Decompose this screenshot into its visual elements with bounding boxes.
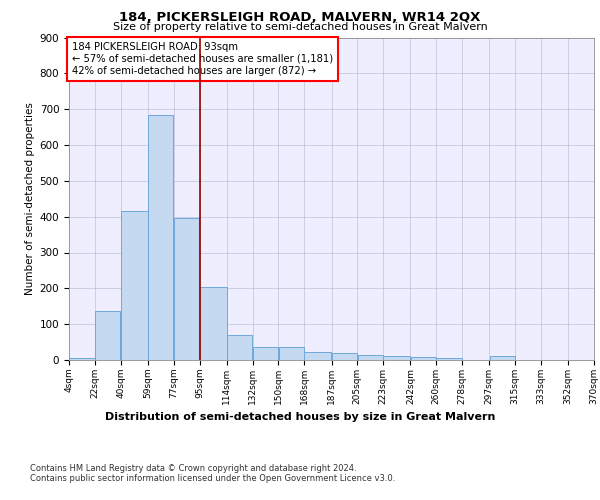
Bar	[490, 356, 515, 360]
Text: Size of property relative to semi-detached houses in Great Malvern: Size of property relative to semi-detach…	[113, 22, 487, 32]
Bar	[95, 310, 121, 360]
Bar	[383, 356, 410, 360]
Bar	[69, 358, 95, 360]
Bar	[148, 114, 173, 360]
Bar	[200, 286, 227, 360]
Text: Contains public sector information licensed under the Open Government Licence v3: Contains public sector information licen…	[30, 474, 395, 483]
Bar	[253, 346, 278, 360]
Bar	[121, 212, 148, 360]
Text: Distribution of semi-detached houses by size in Great Malvern: Distribution of semi-detached houses by …	[105, 412, 495, 422]
Bar	[304, 352, 331, 360]
Text: 184 PICKERSLEIGH ROAD: 93sqm
← 57% of semi-detached houses are smaller (1,181)
4: 184 PICKERSLEIGH ROAD: 93sqm ← 57% of se…	[71, 42, 333, 76]
Bar	[358, 356, 383, 360]
Text: 184, PICKERSLEIGH ROAD, MALVERN, WR14 2QX: 184, PICKERSLEIGH ROAD, MALVERN, WR14 2Q…	[119, 11, 481, 24]
Bar	[436, 358, 462, 360]
Bar	[227, 335, 253, 360]
Bar	[410, 357, 436, 360]
Y-axis label: Number of semi-detached properties: Number of semi-detached properties	[25, 102, 35, 295]
Text: Contains HM Land Registry data © Crown copyright and database right 2024.: Contains HM Land Registry data © Crown c…	[30, 464, 356, 473]
Bar	[174, 218, 199, 360]
Bar	[332, 353, 357, 360]
Bar	[278, 348, 304, 360]
